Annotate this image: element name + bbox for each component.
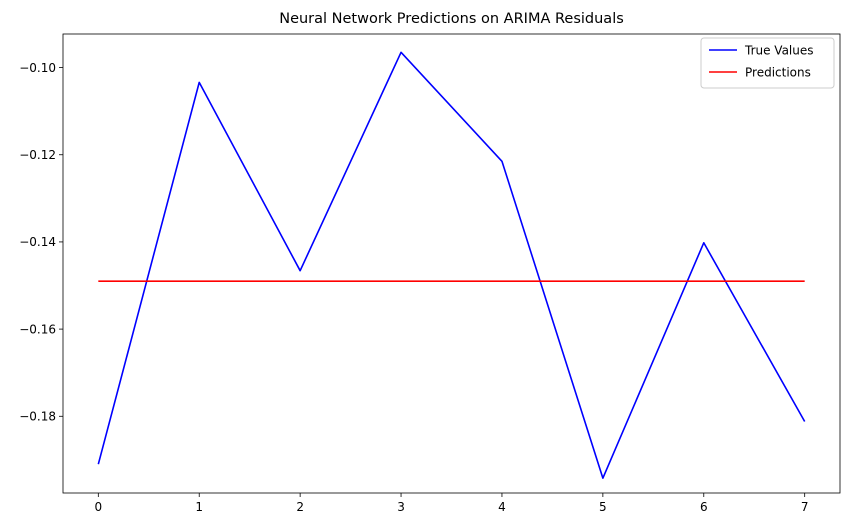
x-tick-label: 7 [801,500,809,514]
chart-title: Neural Network Predictions on ARIMA Resi… [279,11,624,27]
y-tick-label: −0.12 [19,148,56,162]
x-tick-label: 2 [296,500,304,514]
plot-area [62,33,841,494]
x-tick-label: 6 [700,500,708,514]
y-tick-label: −0.18 [19,410,56,424]
series-layer [97,51,806,479]
y-axis: −0.10 −0.12 −0.14 −0.16 −0.18 [19,61,63,424]
legend-label: True Values [744,43,814,57]
legend: True Values Predictions [700,37,835,89]
x-tick-label: 4 [498,500,506,514]
x-tick-label: 0 [94,500,102,514]
x-axis: 0 1 2 3 4 5 6 7 [94,493,809,514]
x-tick-label: 1 [195,500,203,514]
x-tick-label: 5 [599,500,607,514]
legend-label: Predictions [745,65,811,79]
y-tick-label: −0.14 [19,235,56,249]
x-tick-label: 3 [397,500,405,514]
series-line-true-values [97,51,806,479]
y-tick-label: −0.16 [19,322,56,336]
y-tick-label: −0.10 [19,61,56,75]
